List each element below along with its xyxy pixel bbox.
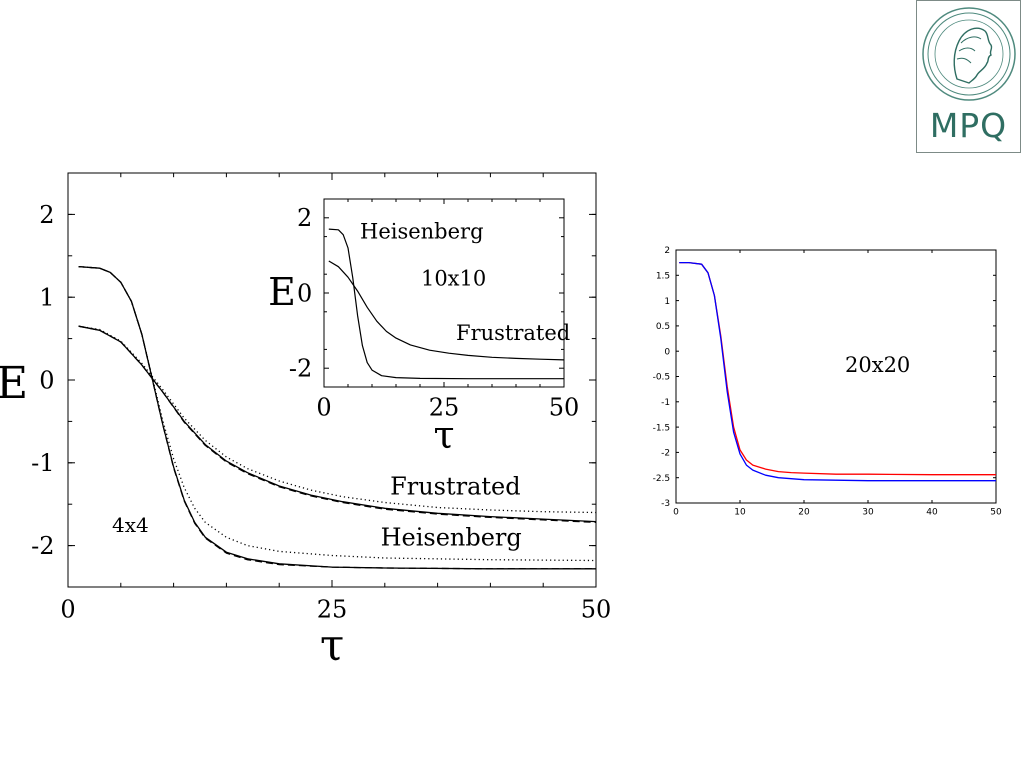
series-line-frustrated-1 [328,260,565,361]
series-line-heisenberg-0 [328,228,564,380]
y-tick-label: 2 [297,204,312,232]
y-tick-label: 1 [39,284,54,312]
x-tick-label: 25 [317,595,348,623]
annotation-label: 4x4 [112,513,149,537]
y-tick-label: -0.5 [653,373,671,383]
x-tick-label: 25 [429,393,460,421]
logo-text: MPQ [929,106,1008,145]
x-tick-label: 50 [990,508,1002,518]
y-tick-label: -2 [661,449,670,459]
y-tick-label: 0.5 [656,322,670,332]
x-tick-label: 0 [673,508,679,518]
x-tick-label: 50 [581,595,612,623]
curve-label: Heisenberg [360,219,484,243]
y-tick-label: 2 [39,201,54,229]
x-axis-label: τ [320,620,344,671]
mpq-logo: MPQ [916,0,1021,153]
series-line-curve-2 [78,325,597,514]
y-tick-label: -2 [289,355,312,383]
x-tick-label: 30 [862,508,874,518]
y-axis-label: E [268,270,296,314]
y-axis-label: E [0,358,28,409]
y-tick-label: -1.5 [653,423,671,433]
series-line-curve-5 [78,265,597,562]
y-tick-label: 0 [297,279,312,307]
x-tick-label: 0 [316,393,331,421]
y-tick-label: 0 [664,347,670,357]
y-tick-label: 2 [664,246,670,256]
x-tick-label: 10 [734,508,746,518]
curve-label: Heisenberg [381,524,522,552]
x-tick-label: 20 [798,508,810,518]
y-tick-label: -1 [661,398,670,408]
x-tick-label: 50 [549,393,580,421]
curve-label: Frustrated [456,321,570,345]
series-line-curve-1 [78,325,597,524]
chart-right: 0 10 20 30 40 50 2 1.5 1 0.5 0 -0.5 -1 -1.5 -2 -2.5 -3 20… [653,246,1002,518]
x-axis-label: τ [433,413,454,457]
x-tick-label: 0 [60,595,75,623]
y-tick-label: 0 [39,366,54,394]
y-tick-label: -2 [31,532,54,560]
series-line-curve-1 [679,261,996,482]
annotation-label: 20x20 [845,353,910,377]
minerva-head-seal-icon [922,7,1016,101]
plot-frame [675,249,997,504]
y-tick-label: -1 [31,449,54,477]
y-tick-label: 1 [664,297,670,307]
x-tick-label: 40 [926,508,938,518]
y-tick-label: -3 [661,499,670,509]
curve-label: 10x10 [421,266,486,290]
y-tick-label: -2.5 [653,474,671,484]
y-tick-label: 1.5 [656,271,670,281]
curve-label: Frustrated [390,472,521,500]
